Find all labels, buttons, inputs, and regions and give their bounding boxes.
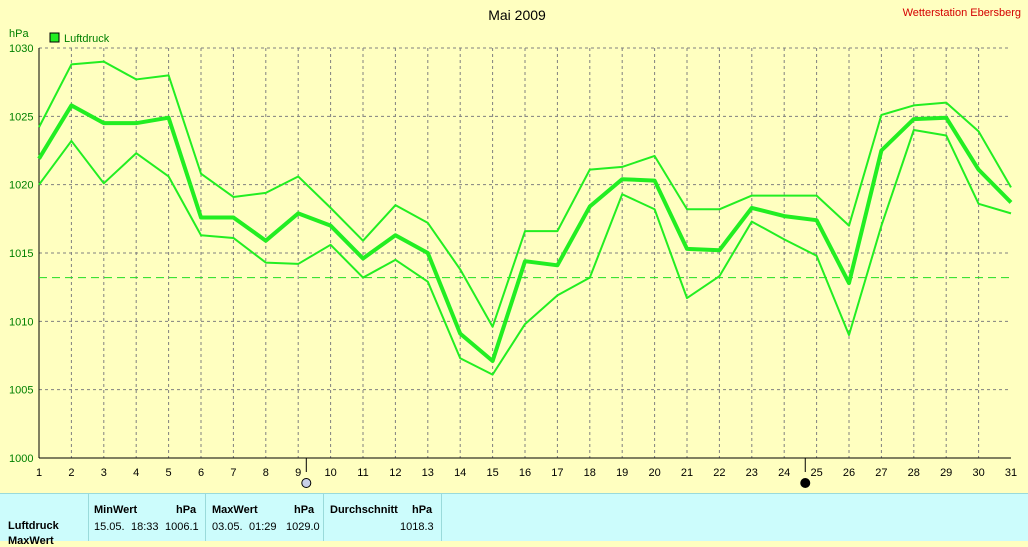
y-tick-label: 1000 [9, 453, 33, 465]
x-tick-label: 3 [101, 467, 107, 479]
max-time: 01:29 [249, 521, 277, 533]
pressure-chart: Mai 2009 Wetterstation Ebersberg hPa Luf… [9, 7, 1021, 488]
series-line-mean [37, 103, 1013, 363]
x-tick-label: 1 [36, 467, 42, 479]
x-tick-label: 14 [454, 467, 466, 479]
x-tick-label: 7 [230, 467, 236, 479]
x-tick-label: 17 [551, 467, 563, 479]
avg-value: 1018.3 [400, 521, 434, 533]
x-tick-label: 21 [681, 467, 693, 479]
min-time: 18:33 [131, 521, 159, 533]
x-tick-label: 16 [519, 467, 531, 479]
min-header: MinWert [94, 504, 138, 516]
y-tick-label: 1025 [9, 111, 33, 123]
legend-label: Luftdruck [64, 33, 110, 45]
min-unit: hPa [176, 504, 197, 516]
station-name: Wetterstation Ebersberg [903, 7, 1021, 19]
avg-header: Durchschnitt [330, 504, 398, 516]
stats-min-col: MinWert hPa 15.05. 18:33 1006.1 [88, 494, 206, 541]
x-tick-label: 8 [263, 467, 269, 479]
x-tick-label: 20 [648, 467, 660, 479]
chart-title: Mai 2009 [488, 7, 546, 23]
y-tick-label: 1005 [9, 385, 33, 397]
y-tick-label: 1010 [9, 316, 33, 328]
x-tick-label: 31 [1005, 467, 1017, 479]
x-tick-label: 24 [778, 467, 790, 479]
stats-row2-label: MaxWert [8, 535, 54, 547]
x-tick-label: 26 [843, 467, 855, 479]
y-tick-label: 1015 [9, 248, 33, 260]
x-tick-label: 2 [68, 467, 74, 479]
max-unit: hPa [294, 504, 315, 516]
legend-swatch [49, 32, 60, 43]
x-tick-label: 18 [584, 467, 596, 479]
stats-row-label: Luftdruck [8, 520, 59, 532]
x-tick-label: 28 [908, 467, 920, 479]
x-tick-label: 13 [422, 467, 434, 479]
stats-max-col: MaxWert hPa 03.05. 01:29 1029.0 [206, 494, 324, 541]
x-tick-label: 27 [875, 467, 887, 479]
new-moon-icon [800, 478, 811, 488]
y-tick-label: 1030 [9, 43, 33, 55]
avg-unit: hPa [412, 504, 433, 516]
x-tick-label: 15 [486, 467, 498, 479]
x-tick-label: 22 [713, 467, 725, 479]
x-tick-label: 6 [198, 467, 204, 479]
x-tick-label: 11 [357, 467, 368, 479]
x-tick-label: 25 [810, 467, 822, 479]
stats-avg-col: Durchschnitt hPa 1018.3 [324, 494, 442, 541]
max-value: 1029.0 [286, 521, 320, 533]
full-moon-icon [301, 478, 312, 488]
x-tick-label: 30 [972, 467, 984, 479]
stats-panel: Luftdruck MaxWert MinWert hPa 15.05. 18:… [0, 493, 1028, 547]
max-header: MaxWert [212, 504, 258, 516]
stats-label-col: Luftdruck MaxWert [0, 494, 89, 547]
x-tick-label: 19 [616, 467, 628, 479]
x-tick-label: 4 [133, 467, 139, 479]
series-line-min [38, 129, 1012, 376]
max-date: 03.05. [212, 521, 243, 533]
x-tick-label: 29 [940, 467, 952, 479]
y-axis-unit: hPa [9, 28, 29, 40]
series-line-max [38, 60, 1012, 328]
min-date: 15.05. [94, 521, 125, 533]
x-tick-label: 9 [295, 467, 301, 479]
x-tick-label: 23 [746, 467, 758, 479]
min-value: 1006.1 [165, 521, 199, 533]
y-tick-label: 1020 [9, 180, 33, 192]
x-tick-label: 5 [166, 467, 172, 479]
x-tick-label: 10 [324, 467, 336, 479]
x-tick-label: 12 [389, 467, 401, 479]
